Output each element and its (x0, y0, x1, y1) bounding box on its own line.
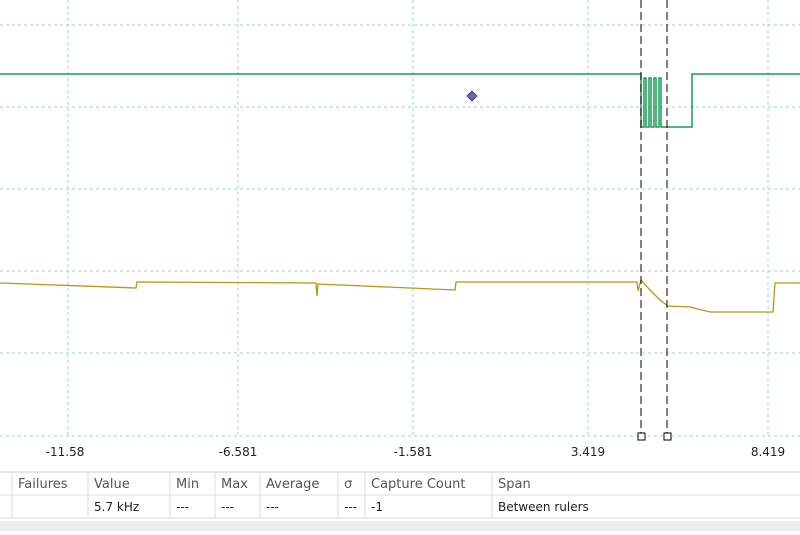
rulers[interactable] (640, 0, 668, 433)
marker[interactable] (466, 90, 478, 102)
measurement-table (0, 472, 800, 521)
ruler-handle[interactable] (663, 432, 672, 441)
x-tick-label: -11.58 (46, 445, 85, 459)
column-header: σ (344, 477, 352, 492)
x-tick-label: 3.419 (571, 445, 605, 459)
table-cell: -1 (371, 500, 383, 514)
table-cell: 5.7 kHz (94, 500, 139, 514)
channel-1-trace (0, 73, 800, 128)
toolbar (0, 521, 800, 531)
column-header: Failures (18, 477, 68, 492)
channel-2-trace (0, 278, 800, 313)
plot-area (0, 0, 800, 438)
table-cell: --- (221, 500, 234, 514)
x-tick-label: -1.581 (394, 445, 433, 459)
x-tick-label: 8.419 (751, 445, 785, 459)
column-header: Average (266, 477, 319, 492)
x-tick-label: -6.581 (219, 445, 258, 459)
table-cell: --- (266, 500, 279, 514)
column-header: Max (221, 477, 248, 492)
table-cell: --- (176, 500, 189, 514)
column-header: Capture Count (371, 477, 465, 492)
column-header: Span (498, 477, 531, 492)
table-cell: --- (344, 500, 357, 514)
ruler-handle[interactable] (637, 432, 646, 441)
column-header: Min (176, 477, 199, 492)
table-cell: Between rulers (498, 500, 589, 514)
column-header: Value (94, 477, 130, 492)
